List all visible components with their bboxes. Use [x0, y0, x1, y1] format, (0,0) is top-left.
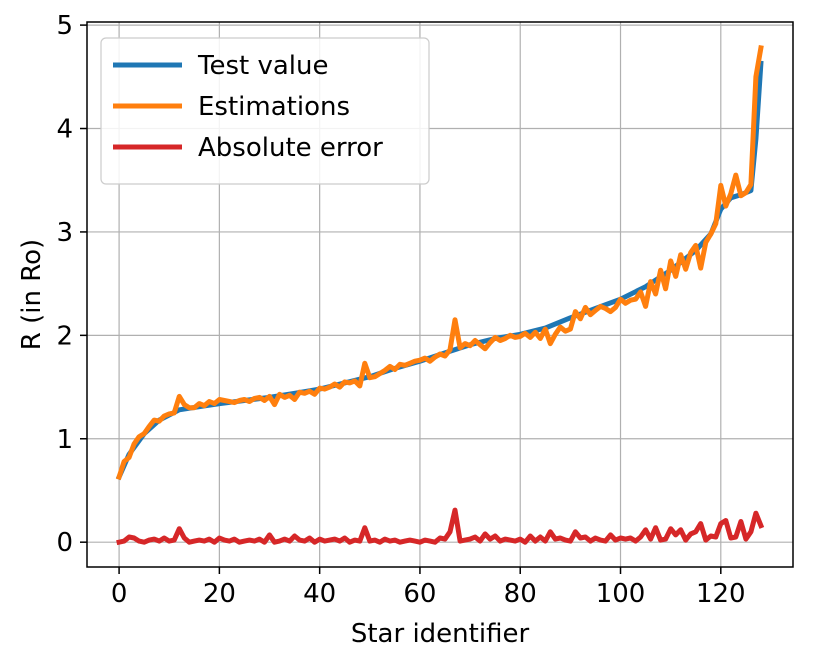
x-tick-label: 80 [504, 579, 537, 609]
x-tick-label: 40 [303, 579, 336, 609]
plot-series [115, 45, 765, 546]
y-tick-label: 1 [56, 425, 73, 455]
legend-label: Absolute error [198, 133, 383, 163]
x-tick-label: 0 [111, 579, 128, 609]
x-tick-label: 60 [403, 579, 436, 609]
y-tick-label: 3 [56, 218, 73, 248]
x-axis-label: Star identifier [351, 619, 530, 649]
legend-label: Test value [197, 51, 328, 81]
series-line [115, 45, 764, 481]
x-tick-label: 100 [596, 579, 646, 609]
axis-ticks: 0 20 40 60 80 100 120 0 1 2 3 4 5 [56, 11, 745, 609]
legend-label: Estimations [198, 92, 350, 122]
series-line [116, 507, 765, 546]
plot-frame [86, 21, 794, 568]
y-tick-label: 0 [56, 528, 73, 558]
y-tick-label: 2 [56, 321, 73, 351]
y-tick-label: 4 [56, 115, 73, 145]
x-tick-label: 120 [696, 579, 746, 609]
legend-box [100, 37, 430, 185]
y-tick-label: 5 [56, 11, 73, 41]
x-tick-label: 20 [203, 579, 236, 609]
y-axis-label: R (in Ro) [17, 239, 47, 350]
legend: Test value Estimations Absolute error [100, 37, 430, 185]
